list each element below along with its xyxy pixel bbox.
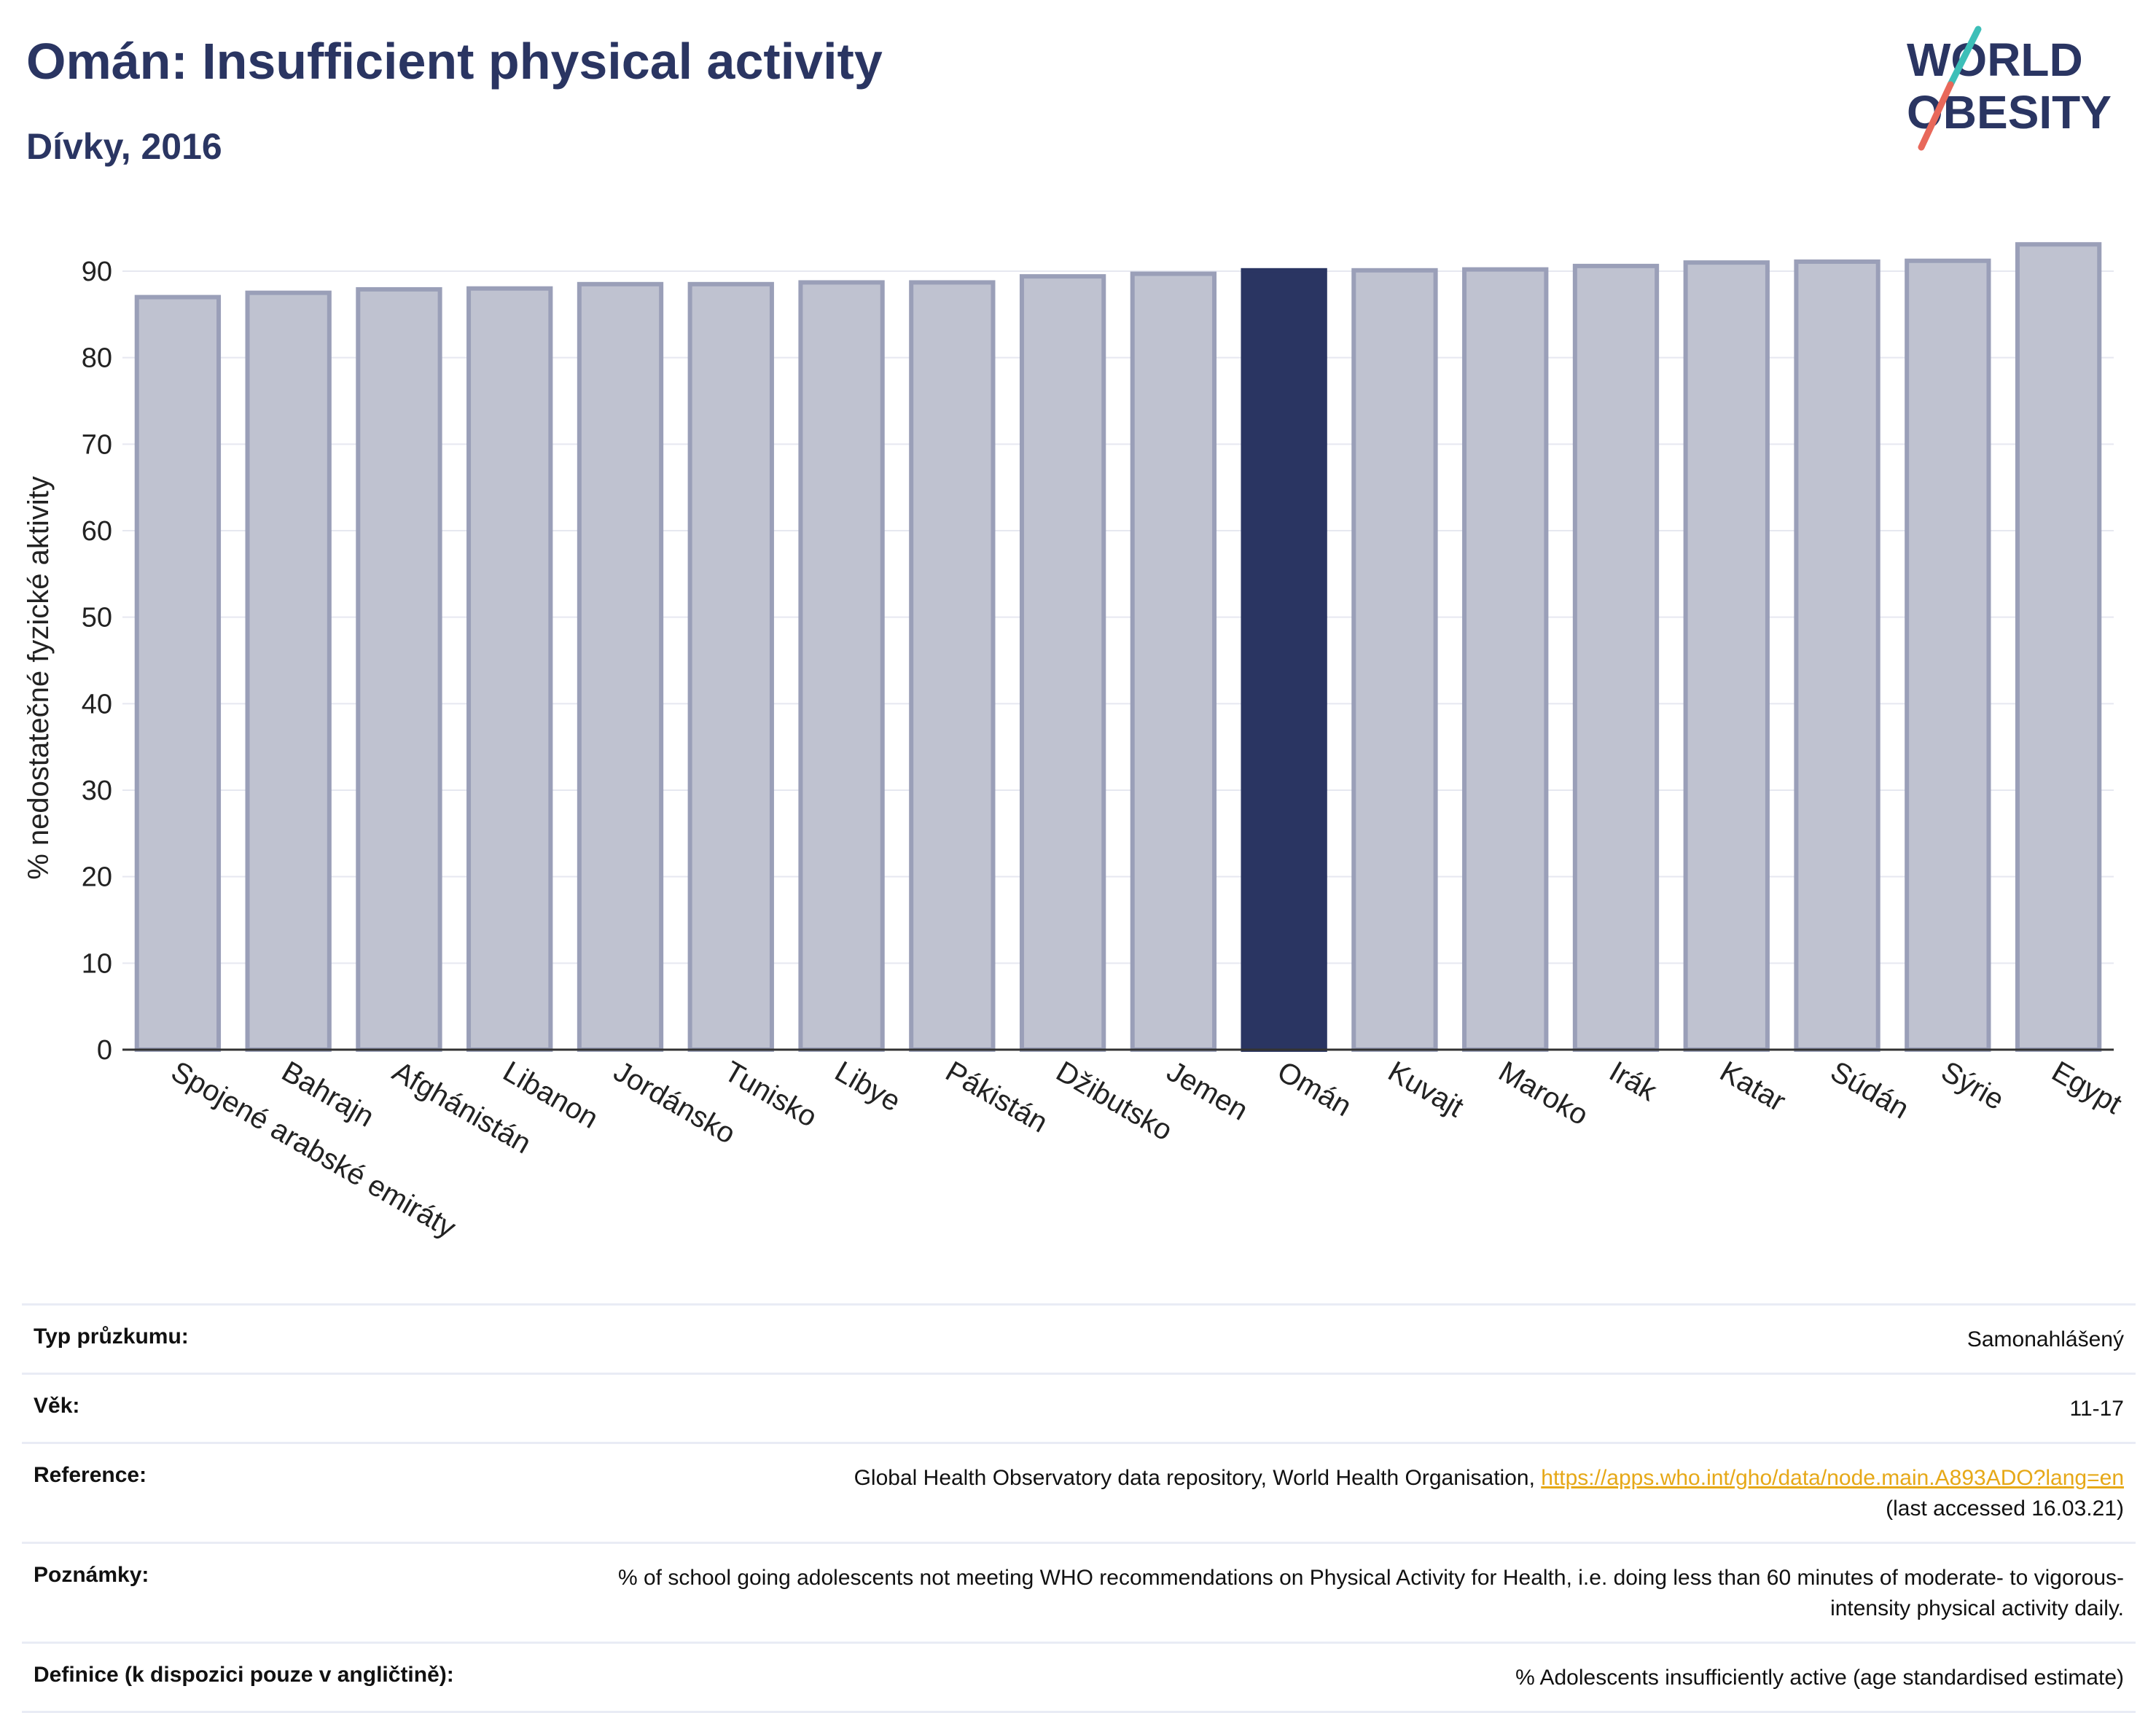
- reference-text: Global Health Observatory data repositor…: [854, 1466, 1542, 1490]
- meta-definition-label: Definice (k dispozici pouze v angličtině…: [34, 1663, 454, 1687]
- logo-line-1: WORLD: [1907, 34, 2083, 86]
- reference-accessed: (last accessed 16.03.21): [1886, 1497, 2124, 1521]
- x-tick-label: Irák: [1604, 1055, 1663, 1108]
- bar-Egypt: [2015, 242, 2102, 1052]
- bar-Jemen: [1130, 271, 1217, 1052]
- y-tick-label: 80: [82, 343, 112, 374]
- y-tick-label: 0: [97, 1035, 112, 1066]
- bar-Afghánistán: [356, 286, 442, 1052]
- bar-Džibutsko: [1019, 274, 1106, 1052]
- bar-Irák: [1572, 263, 1660, 1052]
- x-tick-label: Pákistán: [940, 1055, 1053, 1139]
- y-tick-label: 40: [82, 689, 112, 719]
- page-subtitle: Dívky, 2016: [26, 126, 222, 167]
- bar-Sýrie: [1905, 258, 1991, 1052]
- bar-Pákistán: [909, 280, 996, 1053]
- y-tick-label: 20: [82, 862, 112, 893]
- meta-reference-value: Global Health Observatory data repositor…: [854, 1463, 2124, 1524]
- x-tick-label: Kuvajt: [1383, 1055, 1469, 1124]
- y-tick-label: 50: [82, 603, 112, 633]
- page-title: Omán: Insufficient physical activity: [26, 33, 883, 90]
- x-tick-label: Maroko: [1493, 1055, 1594, 1132]
- bar-Libye: [798, 280, 885, 1053]
- x-tick-label: Libye: [829, 1055, 906, 1118]
- y-tick-label: 10: [82, 948, 112, 979]
- logo-coral-slash: [1918, 81, 1954, 151]
- bar-Jordánsko: [577, 281, 664, 1052]
- x-tick-label: Súdán: [1825, 1055, 1914, 1125]
- meta-age-value: 11-17: [2069, 1397, 2124, 1421]
- meta-notes-label: Poznámky:: [34, 1563, 149, 1587]
- metadata-table: Typ průzkumu: Samonahlášený Věk: 11-17 R…: [22, 1303, 2136, 1713]
- chart-bars: [134, 242, 2102, 1053]
- x-tick-label: Katar: [1714, 1055, 1791, 1118]
- meta-row-definition: Definice (k dispozici pouze v angličtině…: [22, 1642, 2136, 1713]
- world-obesity-logo: WORLD OBESITY: [1907, 26, 2112, 151]
- x-tick-label: Omán: [1272, 1055, 1356, 1123]
- bar-Bahrajn: [245, 290, 332, 1053]
- y-tick-label: 60: [82, 516, 112, 547]
- bar-Libanon: [466, 286, 553, 1053]
- bar-Spojené arabské emiráty: [134, 294, 222, 1053]
- meta-row-reference: Reference: Global Health Observatory dat…: [22, 1442, 2136, 1542]
- meta-survey-label: Typ průzkumu:: [34, 1324, 189, 1349]
- y-tick-label: 90: [82, 257, 112, 287]
- meta-row-notes: Poznámky: % of school going adolescents …: [22, 1542, 2136, 1642]
- bar-chart: 0 10 20 30 40 50 60 70 80 90 Spojené arabské emir…: [23, 242, 2127, 1244]
- meta-survey-value: Samonahlášený: [1966, 1327, 2124, 1351]
- bar-Katar: [1683, 260, 1770, 1053]
- x-tick-label: Jordánsko: [609, 1055, 741, 1150]
- reference-link[interactable]: https://apps.who.int/gho/data/node.main.…: [1541, 1466, 2124, 1490]
- bar-Kuvajt: [1351, 268, 1438, 1052]
- x-tick-label: Sýrie: [1936, 1055, 2009, 1117]
- meta-row-age: Věk: 11-17: [22, 1373, 2136, 1442]
- y-tick-label: 30: [82, 776, 112, 806]
- meta-notes-value: % of school going adolescents not meetin…: [617, 1566, 2124, 1620]
- meta-row-survey: Typ průzkumu: Samonahlášený: [22, 1303, 2136, 1373]
- meta-reference-label: Reference:: [34, 1463, 147, 1487]
- y-axis-label: % nedostatečné fyzické aktivity: [23, 476, 55, 880]
- logo-teal-slash: [1947, 26, 1982, 88]
- bar-Maroko: [1462, 267, 1549, 1052]
- bar-Tunisko: [687, 281, 774, 1052]
- y-tick-label: 70: [82, 429, 112, 460]
- x-tick-label: Egypt: [2047, 1055, 2128, 1120]
- meta-definition-value: % Adolescents insufficiently active (age…: [1515, 1666, 2124, 1690]
- meta-age-label: Věk:: [34, 1394, 80, 1418]
- x-tick-label: Jemen: [1161, 1055, 1253, 1127]
- y-axis-ticks: 0 10 20 30 40 50 60 70 80 90: [82, 257, 112, 1066]
- bar-Súdán: [1794, 259, 1880, 1052]
- x-tick-label: Džibutsko: [1051, 1055, 1178, 1147]
- bar-Omán: [1241, 268, 1327, 1052]
